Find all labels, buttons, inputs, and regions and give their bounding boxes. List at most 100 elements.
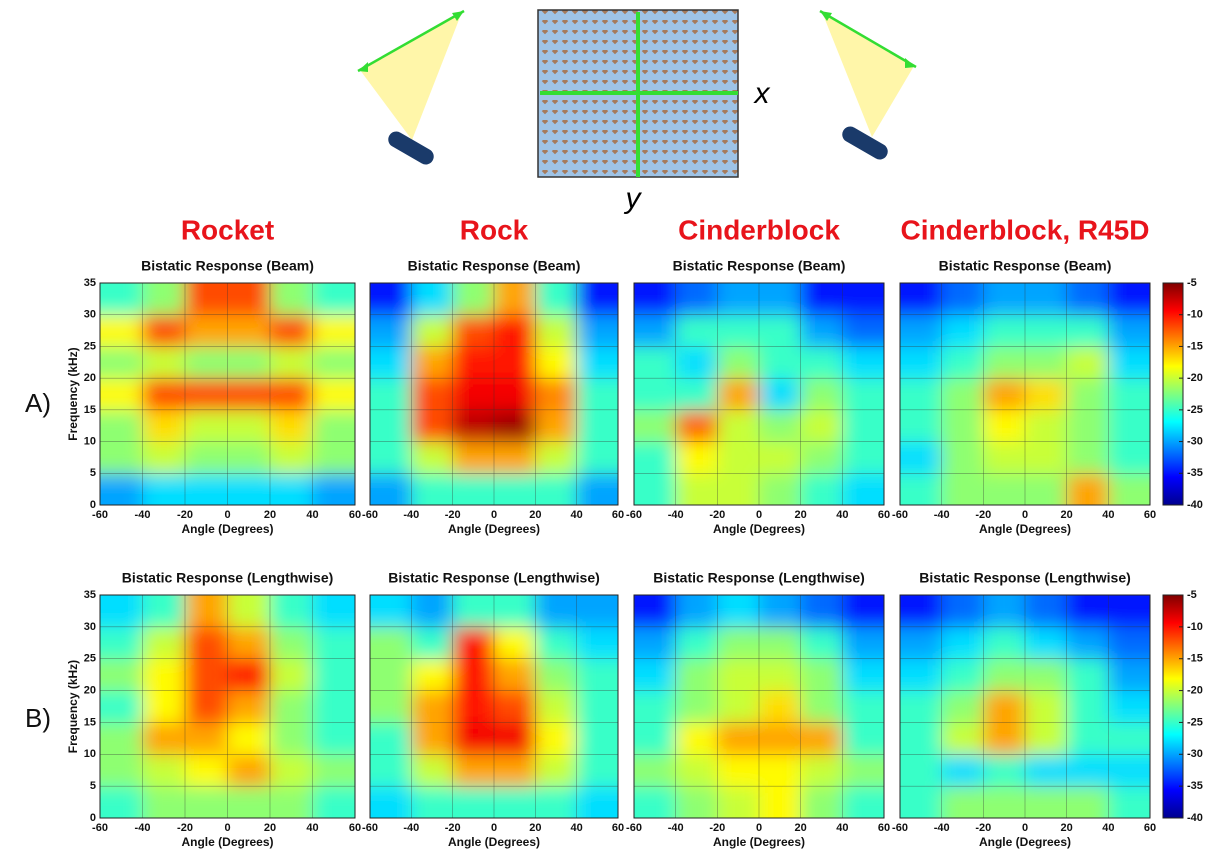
heatmap-cell [185, 441, 228, 474]
heatmap-cell [759, 441, 802, 474]
heatmap-cell [227, 658, 271, 692]
heatmap-cell [576, 626, 618, 660]
colorbar-tick-label: -15 [1187, 653, 1203, 665]
heatmap-cell [1066, 722, 1109, 755]
x-tick-label: 40 [306, 822, 318, 834]
heatmap-cell [983, 473, 1026, 505]
x-tick-label: 0 [491, 509, 497, 521]
heatmap-cell [452, 754, 495, 787]
heatmap-cell [842, 658, 884, 692]
heatmap-cell [185, 314, 228, 347]
heatmap-cell [941, 473, 984, 505]
heatmap-cell [983, 346, 1026, 379]
heatmap-cell [759, 314, 802, 347]
heatmap-cell [270, 314, 313, 347]
heatmap-cell [494, 658, 536, 692]
heatmap-cell [717, 786, 760, 818]
heatmap-cell [1066, 409, 1109, 443]
heatmap-cell [1108, 314, 1150, 347]
heatmap-cell [100, 722, 143, 755]
heatmap-cell [100, 441, 143, 474]
x-tick-label: -60 [892, 822, 908, 834]
heatmap-cell [100, 754, 143, 787]
heatmap-cell [494, 690, 536, 723]
column-title: Rock [460, 214, 529, 245]
heatmap-cell [634, 378, 677, 411]
x-tick-label: -40 [934, 822, 950, 834]
heatmap-cell [759, 786, 802, 818]
colorbar-tick-label: -40 [1187, 812, 1203, 824]
heatmap-cell [227, 595, 271, 628]
heatmap-cell [227, 690, 271, 723]
heatmap-cell [759, 378, 802, 411]
heatmap-cell [452, 658, 495, 692]
x-tick-label: 60 [878, 509, 890, 521]
heatmap-cell [227, 786, 271, 818]
heatmap-cell [312, 314, 355, 347]
heatmap-cell [142, 658, 186, 692]
heatmap-cell [941, 690, 984, 723]
heatmap-cell [452, 378, 495, 411]
heatmap-cell [759, 283, 802, 316]
heatmap-cells [634, 283, 884, 505]
heatmap-cell [312, 441, 355, 474]
heatmap-cell [675, 690, 718, 723]
heatmap-cell [576, 595, 618, 628]
y-tick-label: 35 [84, 277, 96, 289]
y-tick-label: 20 [84, 684, 96, 696]
heatmap-cell [759, 595, 802, 628]
heatmap-cell [1066, 595, 1109, 628]
panel-title: Bistatic Response (Beam) [141, 258, 314, 274]
heatmap-cell [411, 441, 454, 474]
heatmap-cell [900, 283, 943, 316]
plot-frame [99, 594, 356, 819]
heatmap [900, 595, 1150, 818]
heatmap-cell [1066, 786, 1109, 818]
y-tick-label: 5 [90, 780, 96, 792]
heatmap-cell [983, 722, 1026, 755]
x-tick-label: -60 [626, 822, 642, 834]
heatmap-cell [983, 283, 1026, 316]
heatmap-cell [370, 754, 412, 787]
heatmap-cell [535, 595, 578, 628]
heatmap-cell [1025, 786, 1068, 818]
heatmap-cell [411, 658, 454, 692]
heatmap-cell [312, 409, 355, 443]
heatmap-cell [983, 314, 1026, 347]
heatmap-cell [576, 346, 618, 379]
heatmap-cell [312, 473, 355, 505]
heatmap-cell [717, 722, 760, 755]
heatmap-cell [1025, 441, 1068, 474]
heatmap-cell [1025, 722, 1068, 755]
heatmap-cell [370, 441, 412, 474]
heatmap-cell [675, 314, 718, 347]
heatmap-cell [634, 595, 677, 628]
heatmap-cell [411, 786, 454, 818]
heatmap-cell [312, 378, 355, 411]
heatmap-cell [900, 690, 943, 723]
x-tick-label: -60 [92, 509, 108, 521]
heatmap-cell [452, 346, 495, 379]
heatmap-cell [842, 409, 884, 443]
heatmap-cell [634, 786, 677, 818]
x-axis-label: Angle (Degrees) [448, 835, 540, 849]
heatmap-cell [842, 441, 884, 474]
heatmap-cell [759, 473, 802, 505]
heatmap-cell [941, 441, 984, 474]
heatmap-cell [576, 314, 618, 347]
heatmap-cell [370, 378, 412, 411]
heatmap-cell [759, 626, 802, 660]
heatmap-cell [634, 441, 677, 474]
heatmap-cell [142, 722, 186, 755]
heatmap-cell [983, 754, 1026, 787]
heatmap-cell [411, 346, 454, 379]
heatmap-cell [100, 595, 143, 628]
heatmap-cell [370, 658, 412, 692]
x-tick-label: -20 [709, 822, 725, 834]
colorbar-tick-label: -20 [1187, 684, 1203, 696]
heatmap-cell [842, 473, 884, 505]
heatmap-cell [370, 722, 412, 755]
heatmap-cell [576, 658, 618, 692]
heatmap-cell [227, 441, 271, 474]
x-tick-label: -40 [668, 822, 684, 834]
